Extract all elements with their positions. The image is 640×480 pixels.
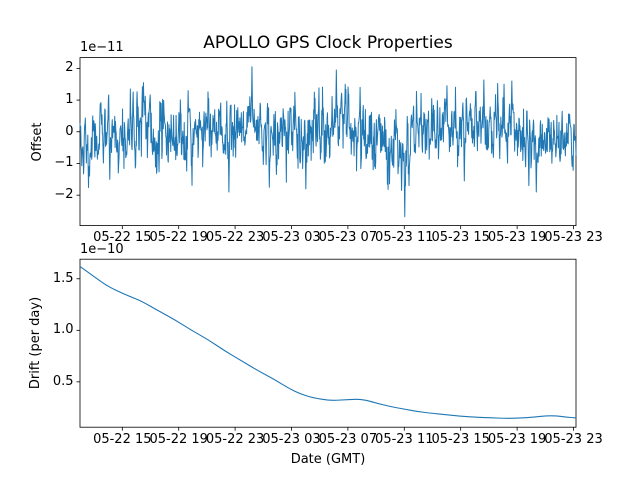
- offset-axis-scale-label: 1e−11: [80, 40, 124, 55]
- x-tick-label-drift: 05-23 11: [375, 432, 434, 447]
- y-tick-label-drift: 0.5: [52, 373, 74, 389]
- y-tick-label-offset: −2: [54, 187, 74, 203]
- x-tick-label-drift: 05-23 03: [262, 432, 321, 447]
- x-tick-label-drift: 05-23 07: [318, 432, 378, 447]
- x-tick-label-drift: 05-22 15: [93, 432, 152, 447]
- figure-title: APOLLO GPS Clock Properties: [203, 33, 453, 53]
- x-tick-label-offset: 05-23 19: [487, 229, 547, 245]
- drift-axis-scale-label: 1e−10: [80, 242, 124, 257]
- drift-series-line: [79, 265, 577, 419]
- x-axis-label: Date (GMT): [290, 452, 366, 467]
- x-tick-label-drift: 05-22 19: [149, 432, 208, 447]
- offset-series-line: [79, 66, 577, 218]
- x-tick-label-drift: 05-23 19: [487, 432, 547, 447]
- drift-y-axis-label: Drift (per day): [28, 296, 43, 390]
- x-tick-label-offset: 05-23 23: [544, 229, 603, 245]
- x-tick-label-offset: 05-22 23: [205, 229, 265, 245]
- x-tick-label-drift: 05-23 15: [431, 432, 490, 447]
- axes-box-drift: [79, 258, 577, 428]
- y-tick-label-offset: 1: [65, 92, 74, 108]
- x-tick-label-drift: 05-23 23: [544, 432, 603, 447]
- y-tick-label-offset: 2: [65, 60, 74, 76]
- x-tick-label-offset: 05-23 11: [375, 229, 434, 245]
- x-tick-label-drift: 05-22 23: [205, 432, 265, 447]
- y-tick-label-offset: 0: [65, 123, 74, 139]
- x-tick-label-offset: 05-22 19: [149, 229, 208, 245]
- offset-y-axis-label: Offset: [30, 122, 45, 162]
- y-tick-label-offset: −1: [54, 155, 74, 171]
- x-tick-label-offset: 05-23 07: [318, 229, 378, 245]
- y-tick-label-drift: 1.5: [52, 270, 74, 286]
- y-tick-label-drift: 1.0: [52, 322, 74, 338]
- x-tick-label-offset: 05-23 15: [431, 229, 490, 245]
- x-tick-label-offset: 05-22 15: [93, 229, 152, 245]
- x-tick-label-offset: 05-23 03: [262, 229, 321, 245]
